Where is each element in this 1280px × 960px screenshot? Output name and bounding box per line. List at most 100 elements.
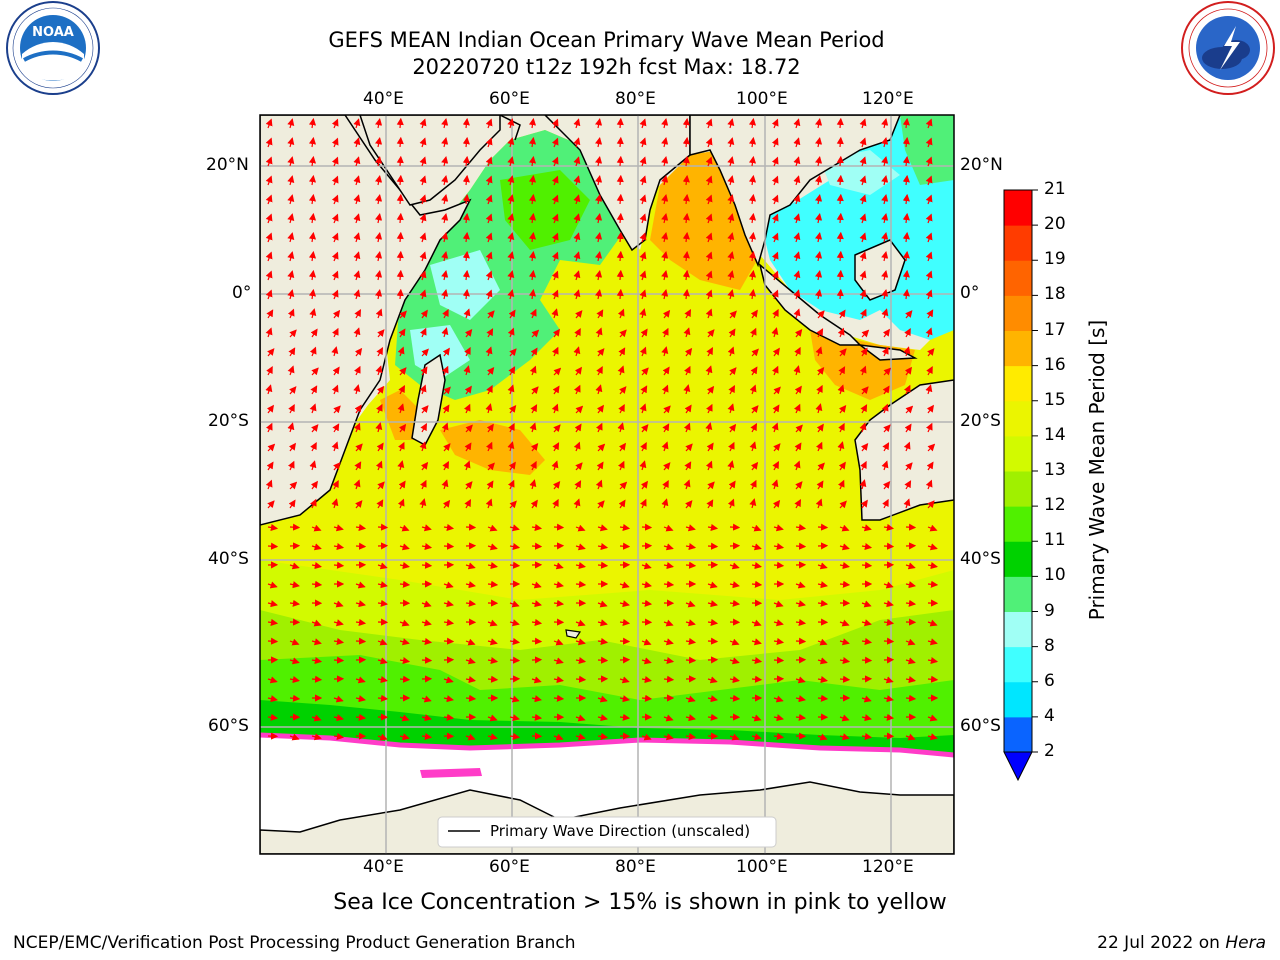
wave-arrow	[794, 346, 801, 357]
wave-arrow	[794, 328, 803, 338]
wave-arrow	[905, 581, 916, 589]
wave-arrow	[441, 289, 449, 300]
wave-arrow	[507, 289, 515, 300]
wave-arrow	[377, 733, 388, 741]
wave-arrow	[861, 386, 869, 395]
wave-arrow	[419, 213, 427, 224]
wave-arrow	[838, 461, 846, 471]
wave-arrow	[575, 543, 586, 551]
wave-arrow	[399, 367, 407, 376]
wave-arrow	[728, 441, 735, 452]
wave-arrow	[663, 714, 674, 722]
colorbar-label: Primary Wave Mean Period [s]	[1085, 319, 1109, 621]
wave-arrow	[773, 637, 785, 646]
wave-arrow	[727, 251, 735, 262]
wave-arrow	[397, 498, 405, 509]
wave-arrow	[421, 542, 433, 551]
wave-arrow	[397, 403, 405, 414]
wave-arrow	[595, 327, 603, 338]
wave-arrow	[509, 656, 521, 664]
wave-arrow	[728, 423, 737, 433]
wave-arrow	[618, 404, 625, 414]
wave-arrow	[641, 581, 652, 589]
colorbar-segment	[1004, 435, 1032, 472]
wave-arrow	[442, 308, 449, 319]
wave-arrow	[751, 638, 762, 646]
wave-arrow	[289, 657, 300, 665]
lon-label-top: 80°E	[615, 89, 656, 109]
wave-arrow	[685, 732, 697, 740]
wave-arrow	[748, 193, 757, 205]
wave-arrow	[817, 657, 828, 665]
wave-arrow	[748, 136, 757, 148]
wave-arrow	[332, 480, 339, 490]
wave-arrow	[639, 232, 647, 243]
wave-arrow	[597, 600, 608, 608]
wave-arrow	[751, 733, 762, 741]
wave-arrow	[508, 366, 516, 376]
wave-arrow	[311, 424, 319, 433]
wave-arrow	[375, 213, 383, 224]
wave-arrow	[683, 327, 691, 338]
wave-arrow	[596, 461, 604, 471]
wave-arrow	[881, 175, 889, 186]
wave-arrow	[836, 250, 844, 262]
wave-arrow	[640, 328, 648, 338]
wave-arrow	[465, 694, 477, 702]
wave-arrow	[729, 310, 737, 319]
wave-arrow	[595, 289, 603, 300]
wave-arrow	[485, 346, 493, 357]
wave-arrow	[883, 367, 892, 376]
wave-arrow	[859, 365, 867, 376]
wave-arrow	[905, 599, 917, 607]
map-title: GEFS MEAN Indian Ocean Primary Wave Mean…	[328, 28, 885, 52]
wave-arrow	[707, 637, 719, 645]
wave-arrow	[597, 695, 608, 703]
wave-arrow	[553, 581, 564, 589]
wave-arrow	[839, 562, 850, 570]
wave-arrow	[311, 638, 322, 646]
wave-arrow	[661, 175, 669, 186]
wave-arrow	[308, 117, 317, 129]
wave-arrow	[728, 480, 736, 490]
wave-arrow	[465, 562, 476, 570]
wave-arrow	[684, 404, 692, 414]
wave-arrow	[616, 174, 624, 186]
wave-arrow	[508, 461, 516, 471]
colorbar-tick-label: 4	[1044, 705, 1055, 726]
lat-label-right: 60°S	[960, 716, 1001, 736]
wave-arrow	[817, 638, 828, 646]
wave-arrow	[881, 403, 889, 414]
wave-arrow	[332, 327, 339, 338]
wave-arrow	[574, 480, 582, 490]
wave-arrow	[839, 638, 850, 646]
wave-arrow	[575, 405, 584, 414]
wave-arrow	[705, 460, 713, 471]
wave-arrow	[465, 657, 476, 665]
wave-arrow	[727, 213, 735, 224]
wave-arrow	[816, 328, 824, 338]
colorbar-segment	[1004, 295, 1032, 331]
wave-arrow	[905, 462, 913, 471]
wave-arrow	[419, 251, 427, 262]
wave-arrow	[396, 250, 404, 262]
wave-arrow	[773, 656, 785, 664]
wave-arrow	[267, 676, 278, 684]
wave-arrow	[485, 194, 493, 205]
wave-arrow	[462, 155, 470, 167]
wave-arrow	[333, 524, 344, 532]
wave-arrow	[815, 403, 823, 414]
wave-arrow	[861, 542, 873, 551]
wave-arrow	[442, 461, 449, 471]
lon-label-bottom: 80°E	[615, 857, 656, 877]
wave-arrow	[902, 250, 910, 262]
colorbar-segment	[1004, 400, 1032, 437]
wave-arrow	[462, 117, 470, 129]
wave-arrow	[462, 212, 470, 224]
wave-arrow	[396, 231, 404, 243]
wave-arrow	[859, 251, 867, 262]
wave-arrow	[310, 442, 317, 452]
wave-arrow	[530, 460, 537, 471]
wave-arrow	[861, 695, 872, 703]
wave-arrow	[265, 194, 273, 205]
